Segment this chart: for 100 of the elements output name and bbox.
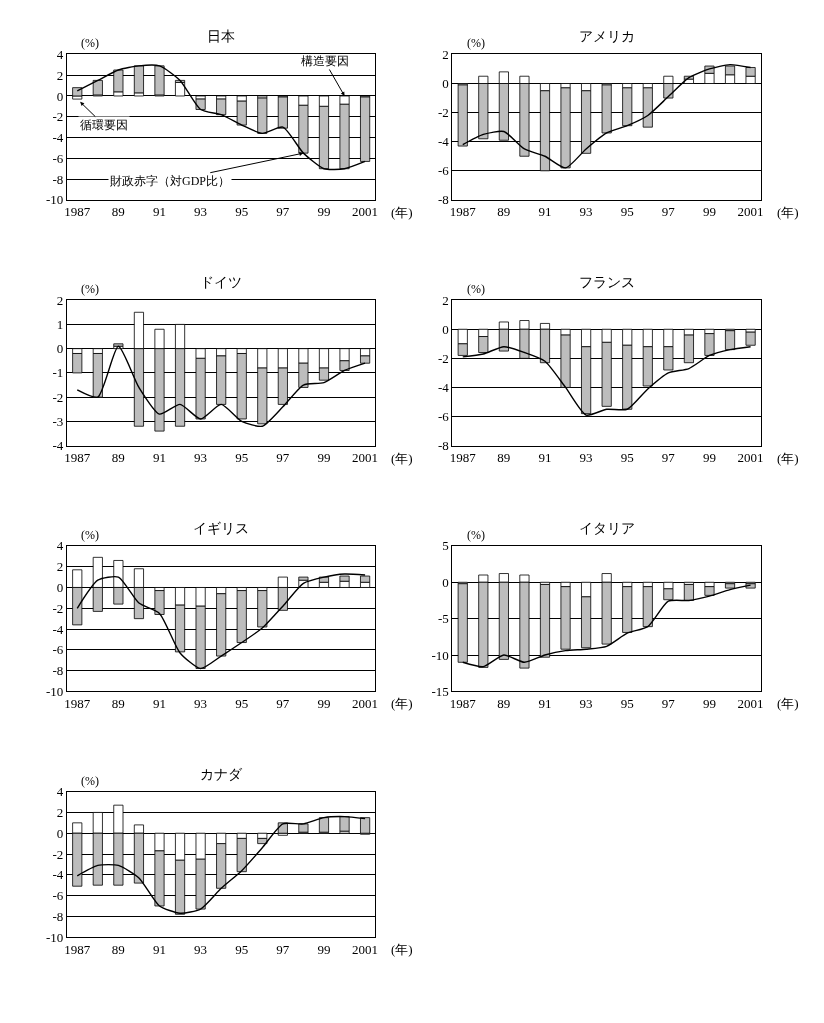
x-tick-label: 93: [579, 204, 593, 220]
x-tick-label: 89: [111, 941, 125, 957]
x-tick-label: 99: [702, 204, 716, 220]
y-tick-label: 2: [442, 46, 449, 62]
y-tick-label: 0: [56, 580, 64, 596]
chart-title: アメリカ: [579, 29, 635, 44]
y-tick-label: 4: [56, 538, 64, 554]
y-axis-title: (%): [467, 282, 485, 296]
y-tick-label: 2: [56, 67, 64, 83]
y-tick-label: 0: [56, 88, 64, 104]
x-tick-label: 95: [620, 204, 634, 220]
y-tick-label: -10: [431, 647, 449, 663]
y-tick-label: -8: [52, 663, 64, 679]
x-axis-title: (年): [391, 451, 413, 466]
x-tick-label: 89: [497, 450, 511, 466]
x-tick-label: 1987: [449, 204, 477, 220]
y-tick-label: -2: [438, 350, 449, 366]
x-tick-label: 89: [111, 204, 125, 220]
y-tick-label: 0: [56, 825, 64, 841]
text: 財政赤字（対GDP比）: [110, 174, 231, 188]
x-tick-label: 2001: [737, 204, 764, 220]
y-tick-label: -4: [438, 134, 450, 150]
y-tick-label: -2: [52, 846, 64, 862]
y-tick-label: 4: [56, 46, 64, 62]
x-tick-label: 1987: [64, 941, 91, 957]
chart-title: イギリス: [193, 521, 249, 536]
x-tick-label: 91: [538, 695, 552, 711]
x-axis-title: (年): [391, 696, 413, 711]
y-tick-label: -2: [52, 600, 64, 616]
y-tick-label: -6: [52, 150, 64, 166]
chart-title: カナダ: [200, 767, 243, 782]
y-tick-label: -8: [438, 438, 449, 454]
x-tick-label: 2001: [737, 450, 764, 466]
x-tick-label: 93: [194, 450, 208, 466]
x-tick-label: 97: [276, 450, 290, 466]
x-tick-label: 93: [194, 941, 208, 957]
x-tick-label: 1987: [64, 450, 91, 466]
x-tick-label: 97: [276, 941, 290, 957]
y-tick-label: 0: [442, 574, 449, 590]
text: 構造要因: [301, 54, 349, 68]
x-tick-label: 89: [111, 450, 125, 466]
x-tick-label: 2001: [352, 450, 379, 466]
x-tick-label: 99: [702, 695, 716, 711]
y-tick-label: -8: [438, 192, 449, 208]
y-tick-label: -8: [52, 908, 64, 924]
x-tick-label: 97: [661, 450, 676, 466]
x-axis-title: (年): [777, 451, 799, 466]
x-tick-label: 2001: [352, 695, 379, 711]
x-tick-label: 95: [235, 204, 249, 220]
x-tick-label: 97: [276, 695, 290, 711]
y-tick-label: -6: [52, 888, 64, 904]
chart-title: フランス: [579, 275, 635, 290]
y-axis-title: (%): [81, 774, 99, 788]
x-axis-title: (年): [391, 205, 413, 220]
y-tick-label: -4: [438, 379, 450, 395]
chart-title: 日本: [207, 29, 235, 44]
y-axis-title: (%): [467, 528, 485, 542]
x-tick-label: 2001: [352, 204, 379, 220]
x-tick-label: 91: [152, 204, 166, 220]
x-tick-label: 95: [235, 941, 249, 957]
y-tick-label: -6: [438, 163, 450, 179]
x-tick-label: 91: [538, 450, 552, 466]
y-axis-title: (%): [81, 282, 99, 296]
y-tick-label: -5: [438, 611, 449, 627]
y-tick-label: 2: [56, 804, 64, 820]
x-axis-title: (年): [391, 942, 413, 957]
y-tick-label: 5: [442, 538, 449, 554]
x-tick-label: 97: [661, 204, 676, 220]
x-tick-label: 95: [235, 450, 249, 466]
x-tick-label: 2001: [737, 695, 764, 711]
x-tick-label: 89: [497, 695, 511, 711]
x-tick-label: 99: [317, 941, 331, 957]
x-tick-label: 89: [497, 204, 511, 220]
x-tick-label: 91: [152, 941, 166, 957]
x-tick-label: 99: [317, 450, 331, 466]
y-tick-label: 4: [56, 784, 64, 800]
y-tick-label: -15: [431, 683, 449, 699]
y-tick-label: 0: [56, 341, 64, 357]
y-tick-label: -4: [52, 438, 64, 454]
x-tick-label: 93: [579, 450, 593, 466]
y-tick-label: -4: [52, 130, 64, 146]
x-tick-label: 1987: [449, 695, 477, 711]
y-tick-label: -1: [52, 365, 64, 381]
x-tick-label: 2001: [352, 941, 379, 957]
x-tick-label: 97: [661, 695, 676, 711]
y-tick-label: 2: [56, 292, 64, 308]
x-tick-label: 99: [317, 204, 331, 220]
x-tick-label: 93: [579, 695, 593, 711]
y-axis-title: (%): [81, 36, 99, 50]
x-tick-label: 89: [111, 695, 125, 711]
y-tick-label: -4: [52, 621, 64, 637]
y-tick-label: -2: [52, 389, 64, 405]
x-tick-label: 1987: [64, 695, 91, 711]
y-tick-label: -3: [52, 413, 64, 429]
y-tick-label: 0: [442, 321, 449, 337]
x-tick-label: 91: [152, 695, 166, 711]
y-tick-label: -10: [46, 192, 64, 208]
x-tick-label: 97: [276, 204, 290, 220]
x-axis-title: (年): [777, 696, 799, 711]
y-tick-label: -6: [438, 409, 450, 425]
